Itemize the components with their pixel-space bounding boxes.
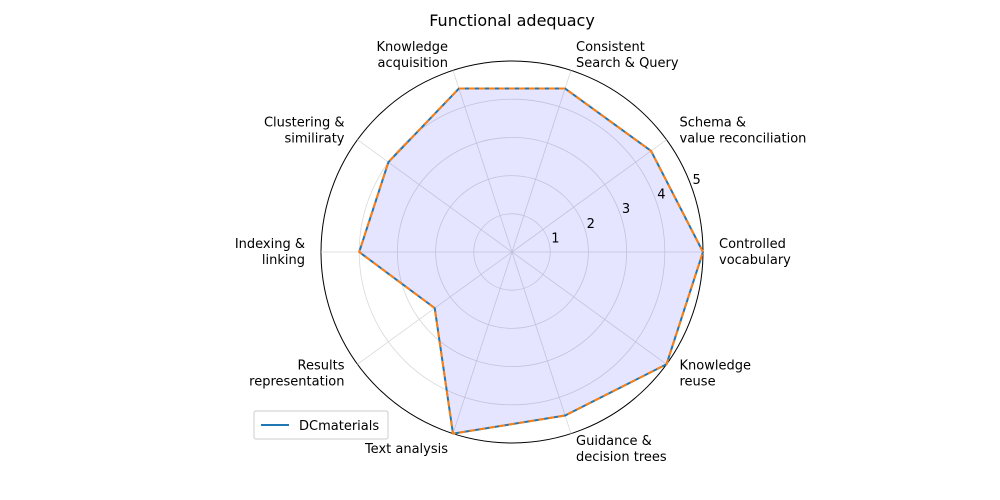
spoke-2 <box>511 139 667 253</box>
tick-label-2: 2 <box>587 217 595 232</box>
axis-label-6: Indexing & linking <box>235 237 305 268</box>
spoke-5 <box>357 139 513 253</box>
axis-label-4: Knowledge acquisition <box>377 40 448 71</box>
axis-label-10: Knowledge reuse <box>680 359 751 390</box>
legend-frame <box>253 410 389 440</box>
spoke-10 <box>511 251 667 365</box>
axis-label-1: Controlled vocabulary <box>719 237 791 268</box>
tick-label-5: 5 <box>693 173 701 188</box>
spoke-4 <box>452 70 513 253</box>
area-fill <box>359 88 703 434</box>
tick-label-3: 3 <box>622 202 630 217</box>
axis-label-8: Text analysis <box>364 442 448 457</box>
radial-tick-labels: 1 2 3 4 5 <box>551 173 700 247</box>
tick-label-1: 1 <box>551 231 559 246</box>
axis-label-2: Schema & value reconciliation <box>680 115 807 146</box>
grid <box>320 60 704 444</box>
legend: DCmaterials <box>253 410 389 440</box>
legend-label: DCmaterials <box>299 419 379 434</box>
axis-label-9: Guidance & decision trees <box>576 434 667 465</box>
chart-title: Functional adequacy <box>429 11 595 30</box>
axis-label-5: Clustering & similiraty <box>264 115 345 146</box>
axis-labels: Controlled vocabulary Schema & value reconc… <box>235 40 807 465</box>
spoke-3 <box>511 70 572 253</box>
axis-label-7: Results representation <box>249 359 345 390</box>
data-layer <box>358 87 704 435</box>
spoke-8 <box>452 251 513 434</box>
axis-label-3: Consistent Search & Query <box>576 40 679 71</box>
tick-label-4: 4 <box>657 188 665 203</box>
spoke-9 <box>511 251 572 434</box>
